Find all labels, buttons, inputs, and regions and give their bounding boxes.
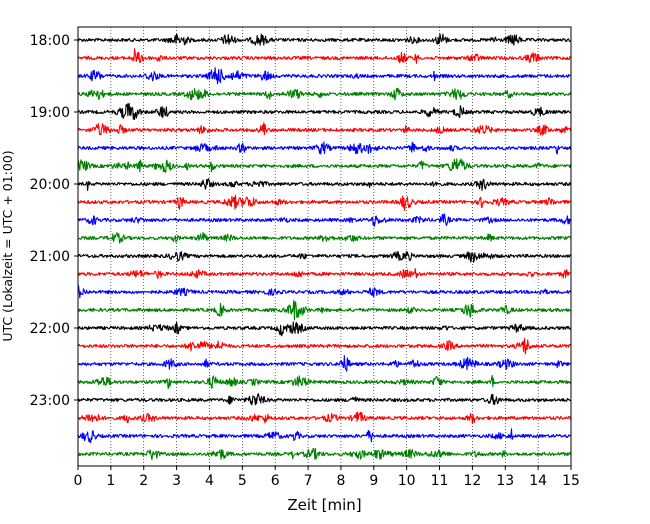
- x-tick-label: 5: [238, 473, 247, 489]
- y-tick-label: 23:00: [30, 393, 70, 409]
- trace-row: [77, 87, 572, 101]
- x-tick-label: 1: [106, 473, 115, 489]
- trace-row: [77, 158, 572, 173]
- y-axis-ticks: 18:00 19:00 20:00 21:00 22:00 23:00: [30, 33, 78, 409]
- trace-row: [77, 250, 572, 263]
- trace-row: [77, 67, 572, 85]
- trace-row: [77, 194, 572, 211]
- x-tick-label: 15: [562, 473, 580, 489]
- x-axis-ticks: 0 1 2 3 4 5 6 7 8 9 10 11 12 13 14 15: [74, 466, 580, 489]
- x-tick-label: 9: [369, 473, 378, 489]
- trace-row: [77, 299, 572, 321]
- y-axis-label: UTC (Lokalzeit = UTC + 01:00): [0, 150, 15, 341]
- trace-row: [77, 447, 572, 461]
- x-tick-label: 0: [74, 473, 83, 489]
- x-axis-label: Zeit [min]: [287, 496, 361, 514]
- plot-frame: [77, 26, 572, 467]
- trace-row: [77, 267, 572, 279]
- trace-rows: [77, 33, 572, 461]
- x-tick-label: 2: [139, 473, 148, 489]
- y-tick-label: 18:00: [30, 33, 70, 49]
- x-tick-label: 14: [529, 473, 547, 489]
- y-tick-label: 19:00: [30, 105, 70, 121]
- trace-row: [77, 122, 572, 136]
- x-tick-label: 6: [271, 473, 280, 489]
- x-tick-label: 13: [496, 473, 514, 489]
- trace-row: [77, 102, 572, 120]
- trace-row: [77, 213, 572, 227]
- trace-row: [77, 337, 572, 355]
- trace-row: [77, 355, 572, 372]
- x-tick-label: 4: [205, 473, 214, 489]
- grid-lines: [110, 27, 539, 466]
- trace-row: [77, 428, 572, 444]
- trace-row: [77, 393, 572, 406]
- trace-row: [77, 285, 572, 299]
- trace-row: [77, 321, 572, 337]
- trace-row: [77, 232, 572, 244]
- trace-row: [77, 48, 572, 64]
- x-tick-label: 7: [304, 473, 313, 489]
- x-tick-label: 8: [336, 473, 345, 489]
- y-tick-label: 22:00: [30, 321, 70, 337]
- x-tick-label: 11: [431, 473, 449, 489]
- trace-row: [77, 33, 572, 46]
- x-tick-label: 3: [172, 473, 181, 489]
- y-tick-label: 20:00: [30, 177, 70, 193]
- x-tick-label: 10: [398, 473, 416, 489]
- trace-row: [77, 141, 572, 155]
- x-tick-label: 12: [463, 473, 481, 489]
- trace-row: [77, 411, 572, 425]
- y-tick-label: 21:00: [30, 249, 70, 265]
- trace-row: [77, 178, 572, 191]
- trace-row: [77, 374, 572, 390]
